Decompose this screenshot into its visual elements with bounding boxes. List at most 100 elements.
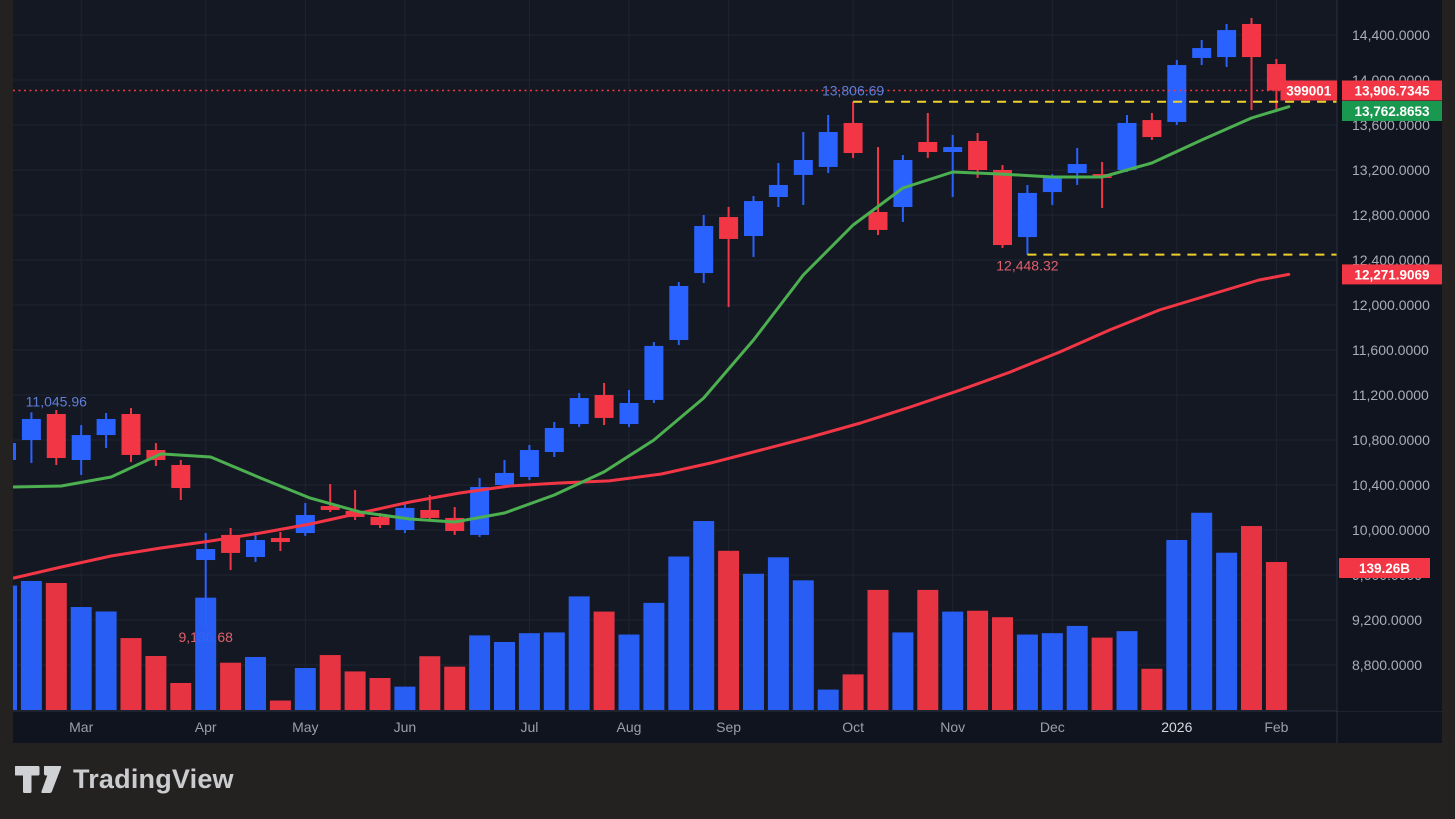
volume-bar (942, 611, 964, 710)
price-chart[interactable]: 9,136.6813,806.6912,448.3211,045.96MarAp… (0, 0, 1455, 743)
ma-fast-badge (1342, 100, 1442, 121)
price-axis-label[interactable]: 12,400.0000 (1352, 252, 1430, 268)
volume-bar (1116, 631, 1138, 710)
time-axis-label[interactable]: Dec (1040, 719, 1065, 735)
ma-fast-line (13, 105, 1291, 524)
candle-body (121, 414, 141, 455)
price-axis-label[interactable]: 12,800.0000 (1352, 207, 1430, 223)
volume-bar (1216, 552, 1238, 710)
volume-bar (220, 662, 242, 710)
volume-bar (344, 671, 366, 710)
candle-body (246, 540, 265, 557)
level-label: 12,448.32 (996, 258, 1058, 274)
candle-body (71, 435, 91, 461)
candle-body (968, 140, 988, 170)
price-axis-label[interactable]: 14,400.0000 (1352, 27, 1430, 43)
time-axis-label[interactable]: Feb (1264, 719, 1288, 735)
volume-bar (170, 683, 192, 710)
volume-bar (892, 632, 914, 710)
volume-bar (917, 589, 939, 710)
volume-bar (842, 674, 864, 710)
ma-slow-line (13, 272, 1291, 580)
countdown-badge (1280, 80, 1337, 101)
candle-body (1067, 164, 1087, 174)
volume-bar (1091, 637, 1113, 710)
candle-body (868, 211, 888, 230)
volume-bar (817, 689, 839, 710)
candle-body (46, 414, 66, 458)
tradingview-logo-text: TradingView (73, 763, 234, 794)
volume-bar (95, 611, 117, 710)
candle-body (669, 285, 689, 340)
time-axis-label[interactable]: 2026 (1161, 719, 1192, 735)
volume-bar (1041, 633, 1063, 710)
candle-body (21, 418, 41, 440)
volume-bar (792, 580, 814, 710)
candle-body (270, 537, 290, 543)
tradingview-watermark[interactable]: TradingView (15, 763, 234, 795)
last-price-badge (1342, 80, 1442, 101)
ma-slow-badge-text: 12,271.9069 (1354, 267, 1429, 282)
candle-body (818, 131, 838, 167)
ma-slow-badge (1342, 264, 1442, 285)
volume-bar (1166, 539, 1188, 710)
volume-bar (518, 633, 540, 710)
time-axis-label[interactable]: Nov (940, 719, 965, 735)
volume-bar (195, 597, 217, 710)
volume-bar (444, 666, 466, 710)
volume-bar (20, 580, 42, 710)
price-axis-label[interactable]: 10,800.0000 (1352, 432, 1430, 448)
volume-bar (668, 556, 690, 710)
candle-body (13, 443, 16, 461)
price-axis-label[interactable]: 13,200.0000 (1352, 162, 1430, 178)
volume-bar (394, 686, 416, 710)
time-axis-label[interactable]: Jun (394, 719, 417, 735)
time-axis-label[interactable]: Mar (69, 719, 93, 735)
last-price-badge-text: 13,906.7345 (1354, 83, 1430, 98)
time-axis-label[interactable]: Jul (520, 719, 538, 735)
time-axis-label[interactable]: Oct (842, 719, 864, 735)
volume-bar (1141, 668, 1163, 710)
price-axis-label[interactable]: 10,400.0000 (1352, 477, 1430, 493)
candle-body (1142, 120, 1162, 138)
volume-bar (45, 583, 67, 710)
candle-body (594, 395, 614, 418)
volume-bar (992, 617, 1013, 710)
volume-bar (767, 557, 789, 710)
volume-bar (1191, 512, 1213, 710)
volume-bar (245, 656, 266, 710)
volume-bar (693, 521, 715, 710)
candle-body (495, 472, 514, 485)
volume-bar (13, 585, 17, 710)
volume-bar (1265, 562, 1287, 710)
candle-body (1017, 192, 1037, 238)
candle-body (569, 398, 589, 425)
price-axis-label[interactable]: 8,800.0000 (1352, 657, 1422, 673)
volume-bar (1016, 634, 1038, 710)
time-axis-label[interactable]: Aug (617, 719, 642, 735)
volume-bar (494, 641, 515, 710)
volume-bar (718, 550, 740, 710)
candle-body (1242, 23, 1261, 58)
price-axis-label[interactable]: 9,200.0000 (1352, 612, 1422, 628)
price-axis-label[interactable]: 11,600.0000 (1352, 342, 1429, 358)
axis-badges: 399001 13,906.734513,762.865312,271.90691… (1280, 80, 1442, 578)
candle-body (694, 226, 714, 274)
price-axis-label[interactable]: 11,200.0000 (1352, 387, 1429, 403)
candle-body (1167, 65, 1187, 122)
volume-bar (369, 678, 391, 710)
time-axis-label[interactable]: Apr (195, 719, 217, 735)
candle-body (96, 418, 116, 436)
time-axis[interactable]: Mar Apr May Jun Jul Aug Sep Oct Nov Dec 2026 Feb (13, 710, 1442, 743)
time-axis-label[interactable]: May (292, 719, 318, 735)
price-axis-label[interactable]: 10,000.0000 (1352, 522, 1430, 538)
candle-body (420, 509, 440, 518)
time-axis-label[interactable]: Sep (716, 719, 741, 735)
price-axis-label[interactable]: 12,000.0000 (1352, 297, 1430, 313)
price-axis-label[interactable]: 13,600.0000 (1352, 117, 1430, 133)
candle-body (470, 487, 490, 535)
volume-bar (967, 610, 989, 710)
chart-area[interactable]: 9,136.6813,806.6912,448.3211,045.96MarAp… (0, 0, 1455, 743)
volume-bar (419, 656, 441, 710)
candle-body (918, 141, 938, 152)
